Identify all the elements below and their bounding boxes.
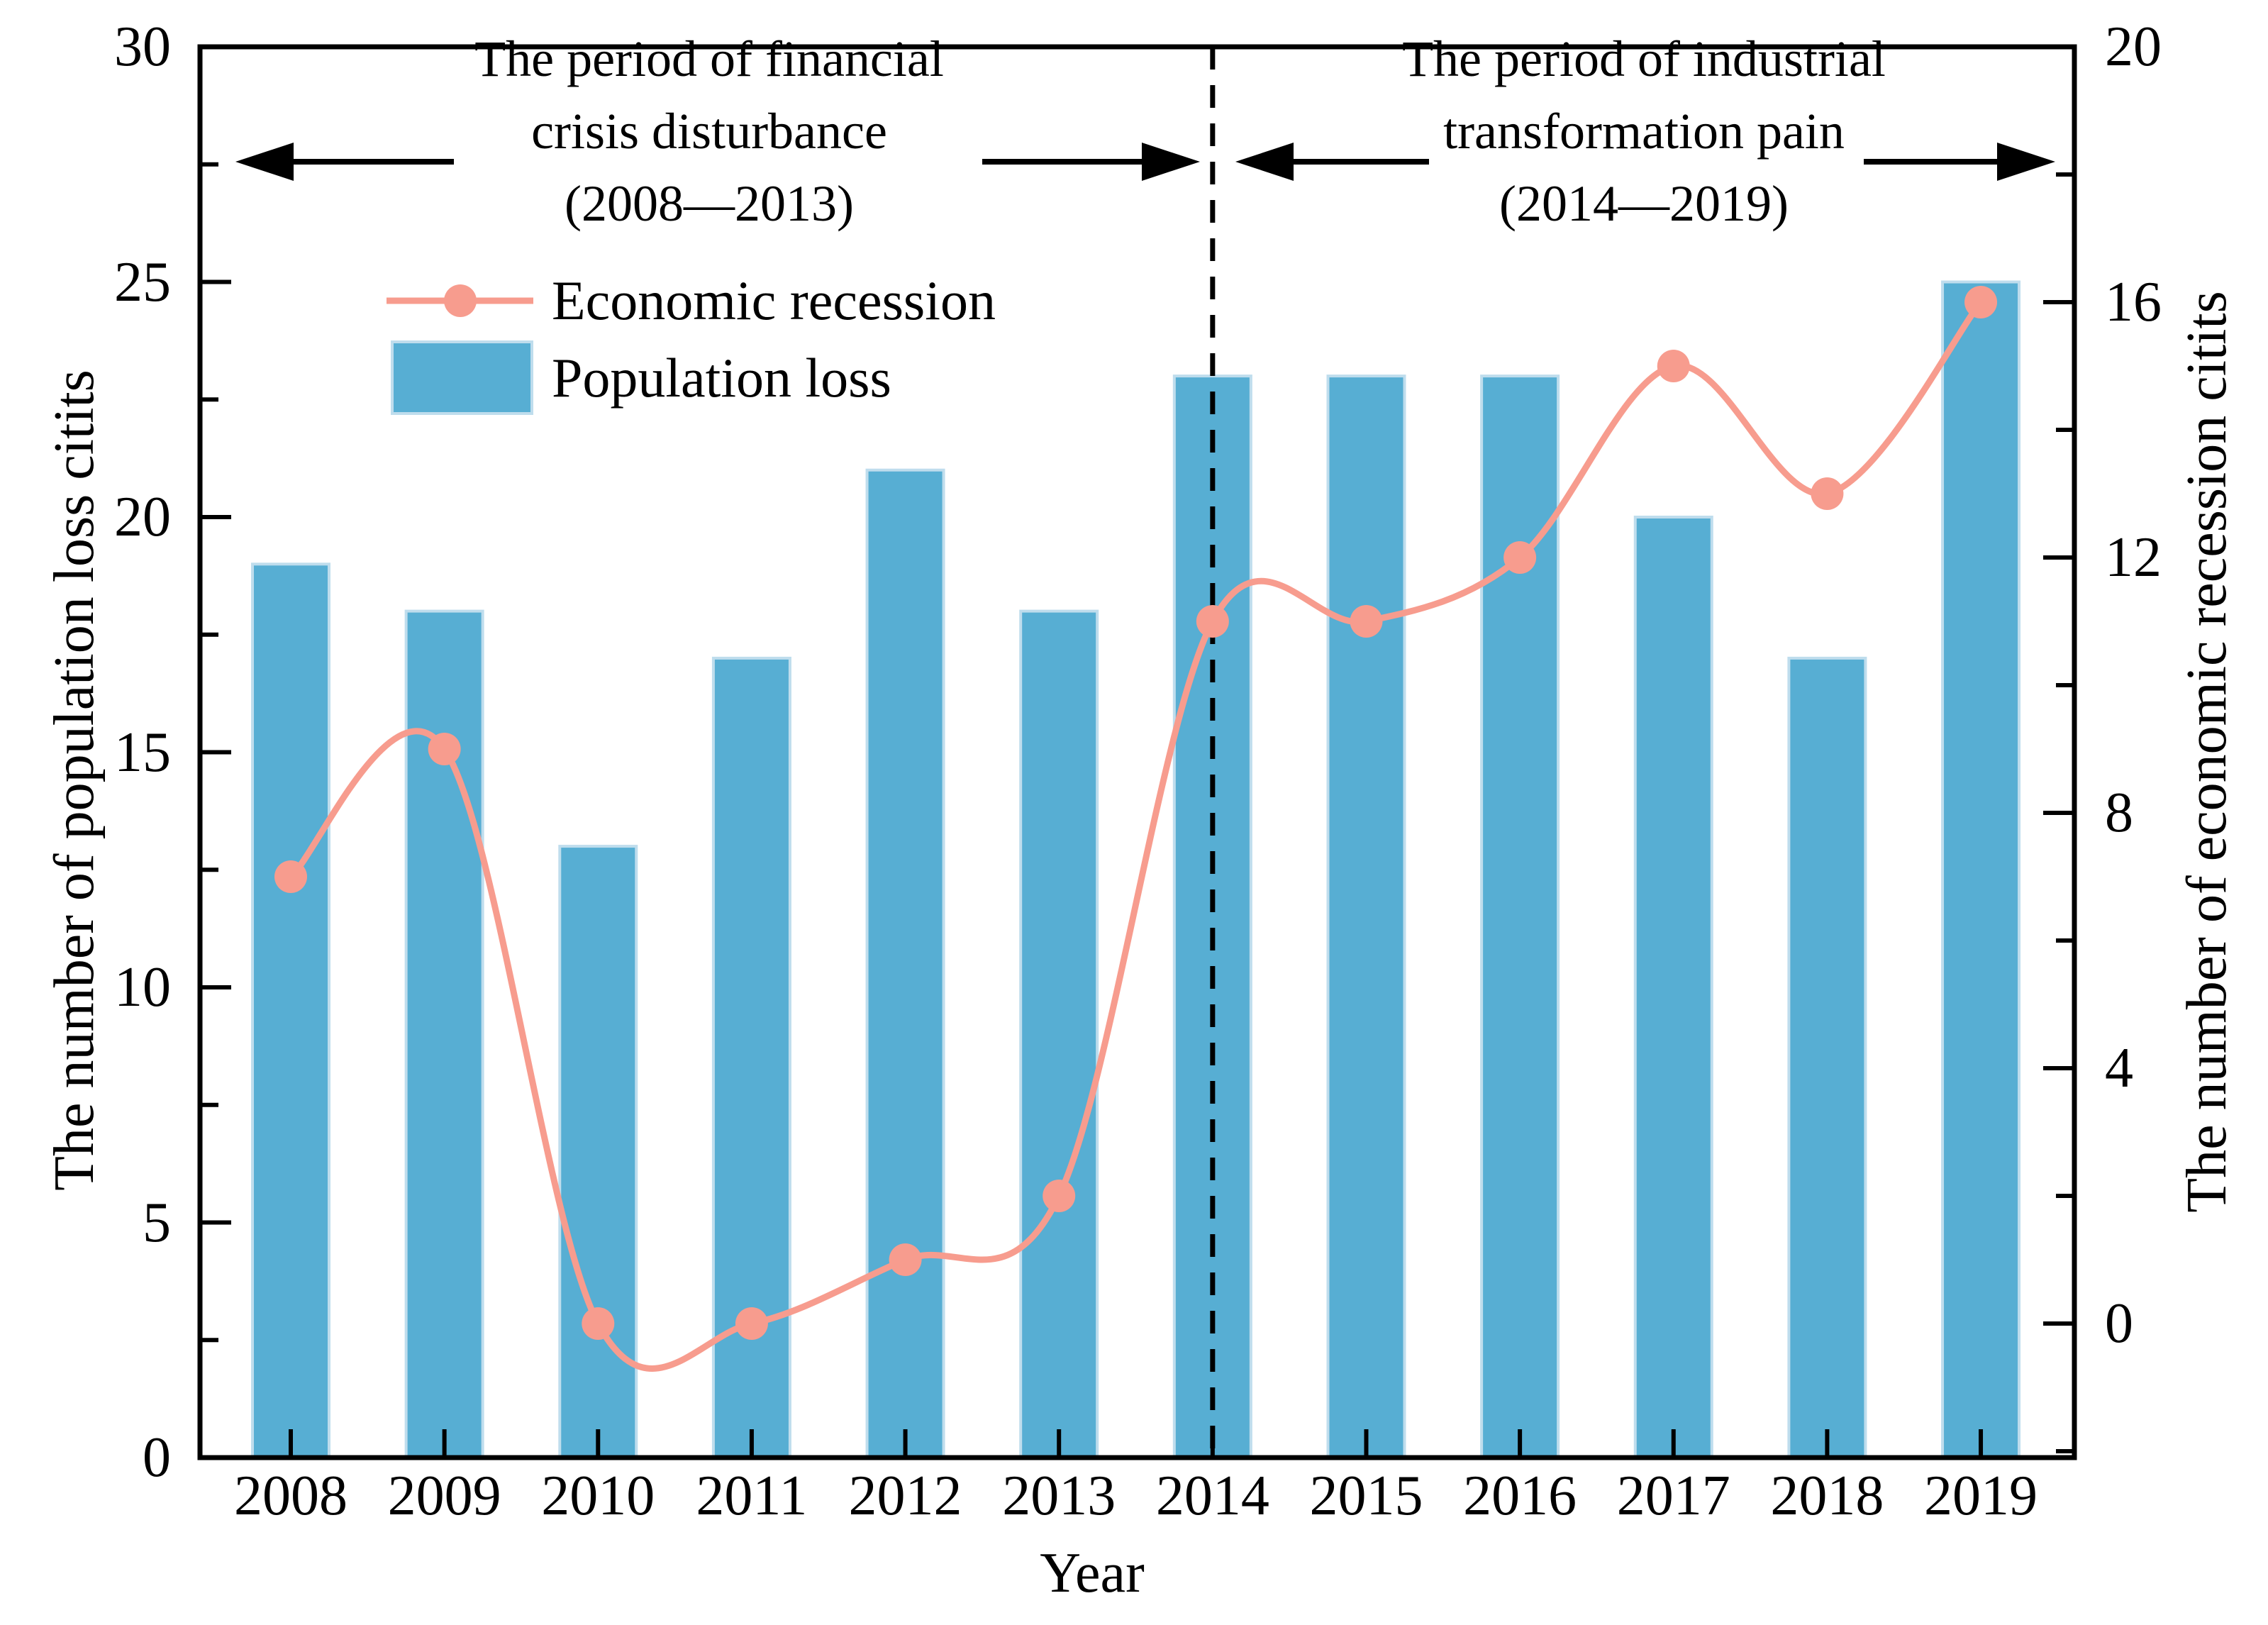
x-axis-tick-label-2018: 2018: [1770, 1465, 1884, 1527]
x-axis-tick-label-2013: 2013: [1002, 1465, 1116, 1527]
line-marker-2011: [735, 1307, 768, 1340]
bar-2019: [1941, 280, 2021, 1459]
bar-2017: [1633, 516, 1713, 1459]
right-axis-tick-label-0: 0: [2105, 1292, 2133, 1355]
annotation-industrial-transformation-period: The period of industrial transformation …: [1254, 23, 2034, 240]
annotation-line-2: crisis disturbance: [531, 103, 887, 160]
line-marker-2019: [1964, 286, 1998, 318]
left-axis-tick-label-25: 25: [114, 250, 171, 314]
line-marker-2012: [889, 1243, 922, 1276]
x-axis-tick-label-2019: 2019: [1924, 1465, 2038, 1527]
bar-2008: [251, 562, 330, 1459]
annotation-line-3: (2014—2019): [1499, 175, 1789, 232]
industrial-period-left-arrow-head: [1235, 143, 1294, 181]
x-axis-tick-label-2011: 2011: [696, 1465, 808, 1527]
x-axis-tick-label-2008: 2008: [234, 1465, 348, 1527]
right-axis-tick-label-4: 4: [2105, 1037, 2133, 1099]
x-axis-tick-label-2014: 2014: [1155, 1465, 1269, 1527]
left-axis-tick-label-10: 10: [114, 956, 171, 1019]
right-axis-tick-label-20: 20: [2105, 16, 2162, 78]
legend-label-economic-recession: Economic recession: [552, 270, 996, 331]
line-marker-2016: [1503, 541, 1537, 574]
left-axis-tick-label-15: 15: [114, 721, 171, 784]
annotation-line-1: The period of financial: [474, 30, 944, 87]
line-marker-2018: [1811, 477, 1844, 510]
x-axis-tick-label-2015: 2015: [1309, 1465, 1423, 1527]
left-axis-tick-label-5: 5: [143, 1191, 171, 1254]
line-marker-2008: [274, 860, 307, 893]
x-axis-tick-label-2016: 2016: [1463, 1465, 1577, 1527]
x-axis-tick-label-2010: 2010: [541, 1465, 655, 1527]
bar-2018: [1787, 656, 1867, 1459]
line-marker-2009: [428, 733, 461, 765]
x-axis-tick-label-2009: 2009: [387, 1465, 501, 1527]
right-axis-tick-label-12: 12: [2105, 526, 2162, 589]
annotation-line-3: (2008—2013): [565, 175, 854, 232]
left-axis-tick-label-20: 20: [114, 486, 171, 548]
annotation-financial-crisis-period: The period of financial crisis disturban…: [319, 23, 1099, 240]
line-marker-2013: [1043, 1180, 1076, 1212]
legend-marker-symbol: [444, 284, 477, 317]
line-marker-2017: [1657, 350, 1690, 382]
legend-square-symbol: [391, 340, 533, 415]
bar-2015: [1326, 375, 1406, 1459]
line-marker-2014: [1196, 605, 1229, 638]
right-axis-tick-label-16: 16: [2105, 271, 2162, 333]
left-axis-tick-label-0: 0: [143, 1426, 171, 1489]
financial-period-left-arrow-head: [235, 143, 294, 181]
line-marker-2015: [1350, 605, 1383, 638]
annotation-line-2: transformation pain: [1443, 103, 1845, 160]
x-axis-tick-label-2017: 2017: [1616, 1465, 1730, 1527]
industrial-period-right-arrow-head: [1997, 143, 2055, 181]
bar-2013: [1019, 609, 1099, 1459]
annotation-line-1: The period of industrial: [1402, 30, 1886, 87]
legend-label-population-loss: Population loss: [552, 347, 891, 409]
left-axis-tick-label-30: 30: [114, 16, 171, 78]
line-marker-2010: [582, 1307, 615, 1340]
right-axis-tick-label-8: 8: [2105, 782, 2133, 844]
x-axis-title: Year: [1040, 1542, 1145, 1604]
financial-period-right-arrow-head: [1142, 143, 1200, 181]
right-axis-title: The number of economic recession citits: [2176, 291, 2238, 1213]
x-axis-tick-label-2012: 2012: [848, 1465, 962, 1527]
left-axis-title: The number of population loss citits: [43, 370, 106, 1191]
